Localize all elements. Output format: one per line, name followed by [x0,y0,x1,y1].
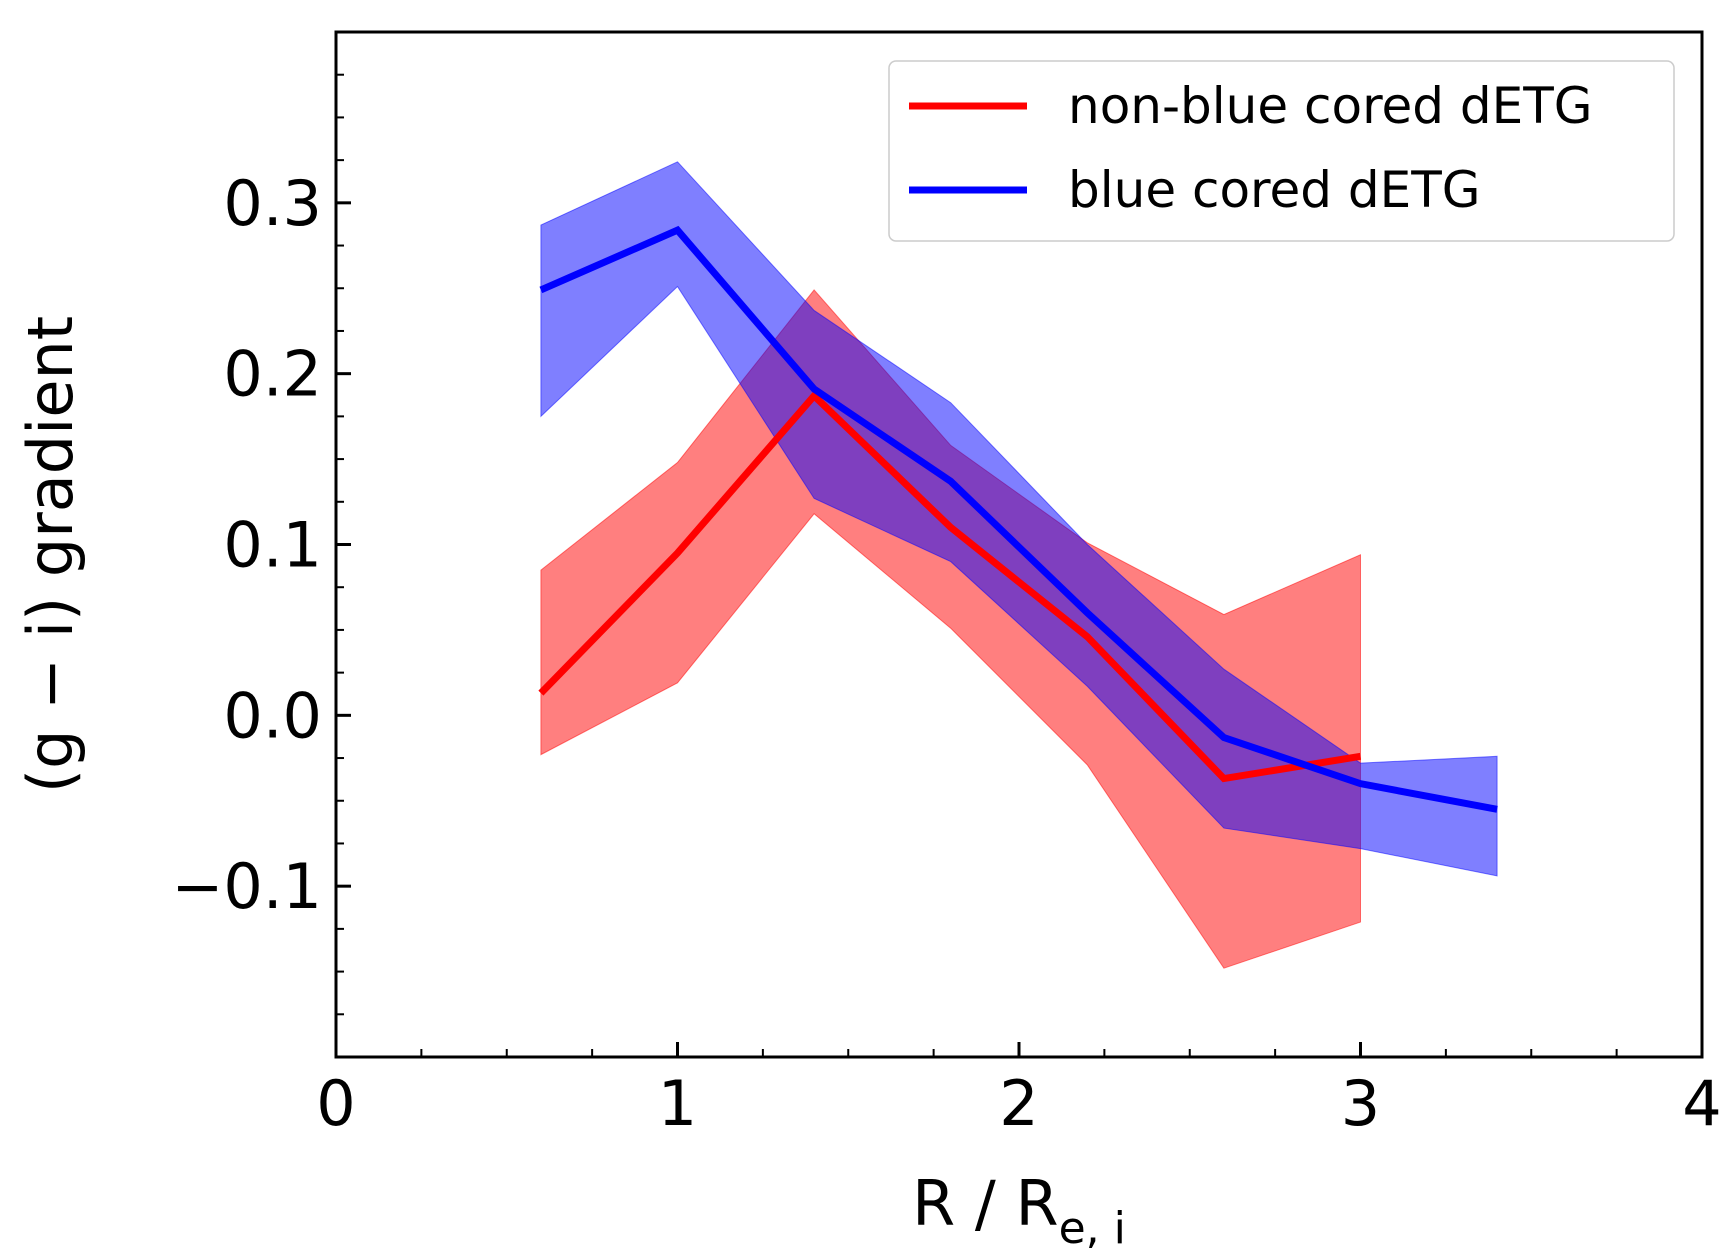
y-tick-label: 0.1 [223,509,322,582]
band-non-blue-cored [540,289,1361,969]
y-tick-label: 0.3 [223,167,322,240]
y-tick-label: 0.0 [223,679,322,752]
x-axis-label-main: R / R [912,1167,1058,1240]
line-blue-cored [539,225,1498,813]
x-axis-label-subscript: e, i [1059,1203,1126,1248]
series-lines [538,225,1498,813]
legend-box [888,60,1675,242]
x-tick-label: 2 [999,1067,1038,1140]
x-tick-label: 3 [1341,1067,1380,1140]
y-axis-label: (g − i) gradient [14,316,87,793]
line-non-blue-cored [538,390,1362,783]
y-tick-label: 0.2 [223,338,322,411]
confidence-bands [540,161,1498,969]
band-blue-cored [540,161,1498,877]
legend: non-blue cored dETG blue cored dETG [888,60,1675,242]
legend-label-blue-cored: blue cored dETG [1068,161,1481,219]
legend-label-non-blue-cored: non-blue cored dETG [1068,77,1593,135]
x-tick-label: 1 [658,1067,697,1140]
x-tick-label: 4 [1682,1067,1721,1140]
y-tick-label: −0.1 [171,850,322,923]
tick-labels: 0 1 2 3 4 −0.1 0.0 0.1 0.2 0.3 [171,167,1721,1140]
axis-ticks [334,73,1704,1057]
x-axis-label: R / Re, i [912,1167,1126,1248]
x-tick-label: 0 [316,1067,355,1140]
